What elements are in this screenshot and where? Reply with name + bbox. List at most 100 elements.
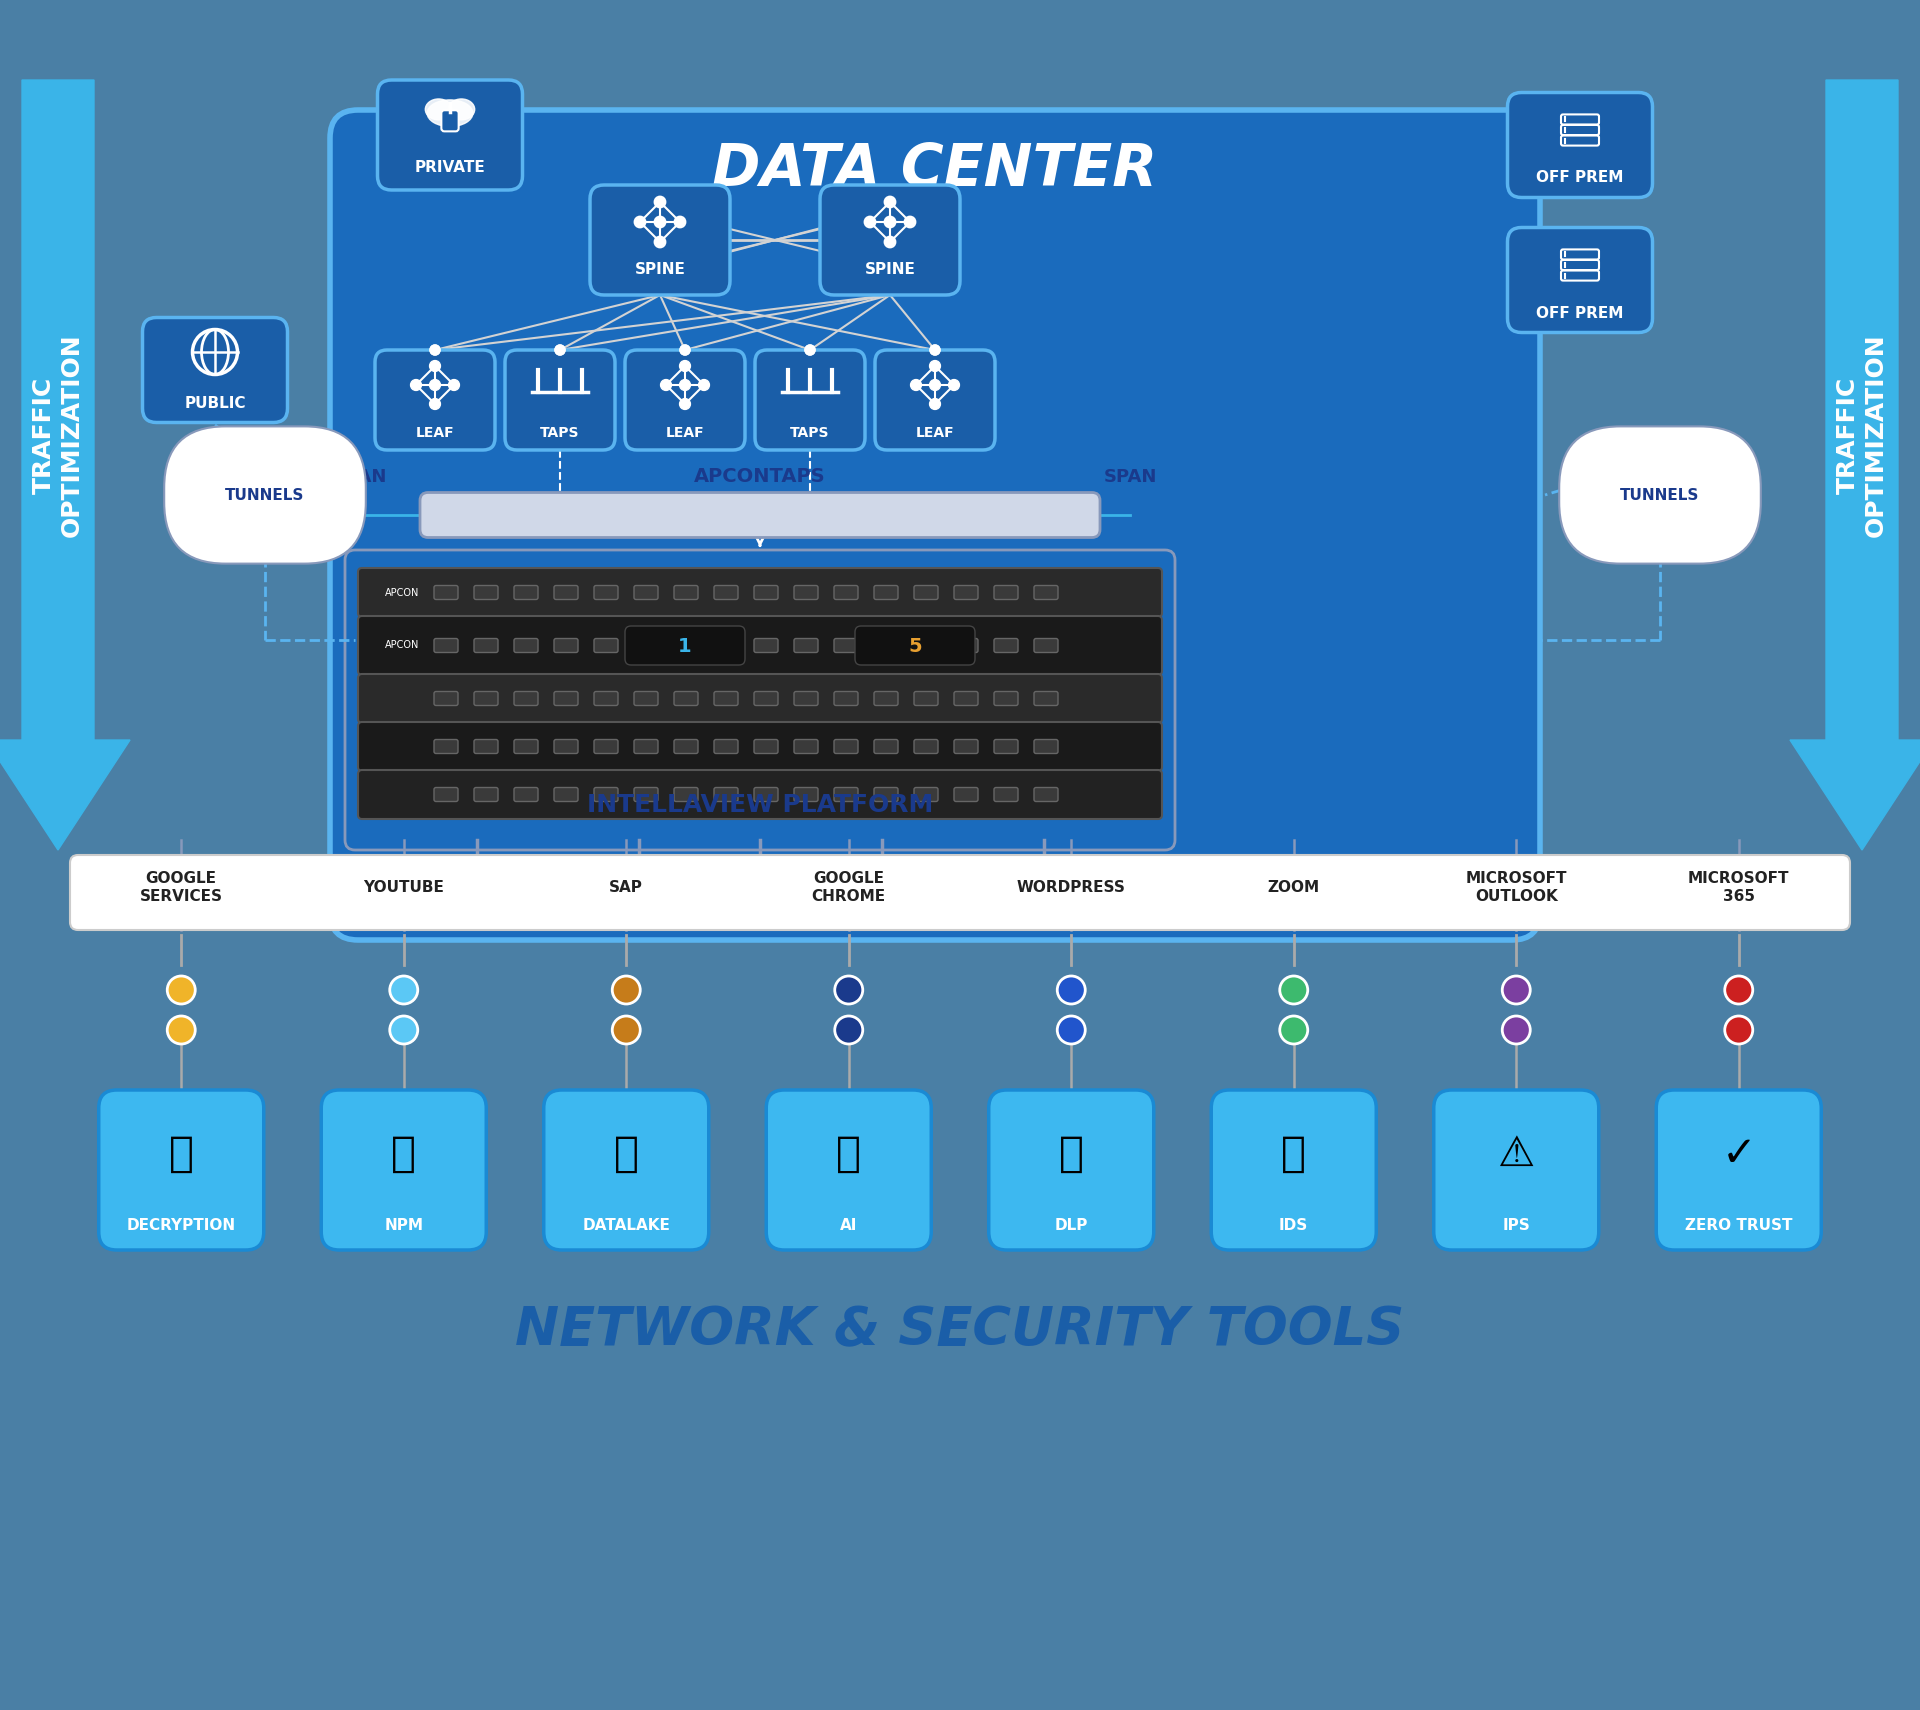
FancyBboxPatch shape bbox=[914, 691, 939, 706]
FancyBboxPatch shape bbox=[434, 788, 459, 802]
FancyBboxPatch shape bbox=[634, 739, 659, 754]
Text: GOOGLE
CHROME: GOOGLE CHROME bbox=[812, 870, 885, 905]
Text: AI: AI bbox=[841, 1219, 858, 1233]
Circle shape bbox=[390, 976, 419, 1004]
FancyBboxPatch shape bbox=[330, 109, 1540, 940]
Circle shape bbox=[430, 345, 440, 356]
Text: TUNNELS: TUNNELS bbox=[225, 487, 305, 503]
Text: INTELLAVIEW PLATFORM: INTELLAVIEW PLATFORM bbox=[588, 793, 933, 817]
FancyBboxPatch shape bbox=[995, 788, 1018, 802]
FancyBboxPatch shape bbox=[1657, 1089, 1822, 1250]
FancyBboxPatch shape bbox=[474, 788, 497, 802]
Circle shape bbox=[929, 361, 941, 371]
FancyBboxPatch shape bbox=[357, 568, 1162, 617]
Text: SPINE: SPINE bbox=[864, 263, 916, 277]
Text: LEAF: LEAF bbox=[417, 426, 455, 439]
FancyBboxPatch shape bbox=[795, 585, 818, 600]
Text: MICROSOFT
365: MICROSOFT 365 bbox=[1688, 870, 1789, 905]
Circle shape bbox=[885, 236, 897, 248]
FancyBboxPatch shape bbox=[474, 638, 497, 653]
FancyBboxPatch shape bbox=[1434, 1089, 1599, 1250]
FancyBboxPatch shape bbox=[876, 351, 995, 450]
FancyBboxPatch shape bbox=[515, 638, 538, 653]
Circle shape bbox=[864, 215, 876, 227]
Circle shape bbox=[612, 1016, 639, 1045]
Text: SPAN: SPAN bbox=[1104, 469, 1156, 486]
FancyBboxPatch shape bbox=[357, 674, 1162, 723]
FancyBboxPatch shape bbox=[555, 585, 578, 600]
FancyBboxPatch shape bbox=[820, 185, 960, 296]
FancyBboxPatch shape bbox=[674, 691, 699, 706]
FancyBboxPatch shape bbox=[1035, 691, 1058, 706]
Text: PRIVATE: PRIVATE bbox=[415, 161, 486, 176]
FancyBboxPatch shape bbox=[854, 626, 975, 665]
Circle shape bbox=[904, 215, 916, 227]
Circle shape bbox=[555, 345, 564, 356]
FancyBboxPatch shape bbox=[1035, 638, 1058, 653]
Circle shape bbox=[655, 215, 666, 227]
FancyBboxPatch shape bbox=[755, 585, 778, 600]
Circle shape bbox=[885, 215, 897, 227]
FancyBboxPatch shape bbox=[995, 739, 1018, 754]
Circle shape bbox=[449, 380, 459, 390]
Text: ✓: ✓ bbox=[1722, 1134, 1757, 1175]
Circle shape bbox=[929, 345, 941, 356]
FancyBboxPatch shape bbox=[1507, 227, 1653, 332]
FancyBboxPatch shape bbox=[555, 788, 578, 802]
Circle shape bbox=[430, 345, 440, 356]
Circle shape bbox=[167, 1016, 196, 1045]
FancyBboxPatch shape bbox=[954, 638, 977, 653]
Circle shape bbox=[1281, 1016, 1308, 1045]
FancyBboxPatch shape bbox=[515, 739, 538, 754]
Circle shape bbox=[835, 976, 862, 1004]
FancyBboxPatch shape bbox=[634, 585, 659, 600]
Circle shape bbox=[634, 215, 645, 227]
FancyBboxPatch shape bbox=[995, 638, 1018, 653]
FancyBboxPatch shape bbox=[833, 739, 858, 754]
Text: GOOGLE
SERVICES: GOOGLE SERVICES bbox=[140, 870, 223, 905]
Text: OFF PREM: OFF PREM bbox=[1536, 171, 1624, 185]
Ellipse shape bbox=[426, 99, 451, 120]
FancyBboxPatch shape bbox=[634, 691, 659, 706]
Circle shape bbox=[660, 380, 672, 390]
FancyBboxPatch shape bbox=[833, 585, 858, 600]
Ellipse shape bbox=[426, 99, 472, 127]
Circle shape bbox=[1724, 976, 1753, 1004]
Circle shape bbox=[835, 1016, 862, 1045]
Text: TAPS: TAPS bbox=[791, 426, 829, 439]
FancyBboxPatch shape bbox=[954, 585, 977, 600]
FancyBboxPatch shape bbox=[755, 739, 778, 754]
FancyBboxPatch shape bbox=[626, 351, 745, 450]
FancyBboxPatch shape bbox=[795, 788, 818, 802]
Text: PUBLIC: PUBLIC bbox=[184, 395, 246, 410]
Text: 1: 1 bbox=[678, 636, 691, 655]
Circle shape bbox=[167, 976, 196, 1004]
FancyBboxPatch shape bbox=[755, 351, 866, 450]
FancyBboxPatch shape bbox=[634, 788, 659, 802]
FancyBboxPatch shape bbox=[874, 739, 899, 754]
Circle shape bbox=[680, 380, 691, 390]
Circle shape bbox=[555, 345, 564, 356]
FancyBboxPatch shape bbox=[795, 638, 818, 653]
Text: TRAFFIC
OPTIMIZATION: TRAFFIC OPTIMIZATION bbox=[33, 333, 84, 537]
FancyBboxPatch shape bbox=[434, 638, 459, 653]
Circle shape bbox=[929, 345, 941, 356]
FancyBboxPatch shape bbox=[833, 691, 858, 706]
Circle shape bbox=[804, 345, 814, 356]
Text: NETWORK & SECURITY TOOLS: NETWORK & SECURITY TOOLS bbox=[515, 1305, 1405, 1356]
FancyBboxPatch shape bbox=[995, 691, 1018, 706]
FancyBboxPatch shape bbox=[674, 585, 699, 600]
FancyBboxPatch shape bbox=[714, 638, 737, 653]
FancyBboxPatch shape bbox=[954, 788, 977, 802]
Text: LEAF: LEAF bbox=[916, 426, 954, 439]
Text: OFF PREM: OFF PREM bbox=[1536, 306, 1624, 320]
FancyBboxPatch shape bbox=[474, 585, 497, 600]
Circle shape bbox=[612, 976, 639, 1004]
Polygon shape bbox=[1789, 80, 1920, 850]
Circle shape bbox=[1058, 976, 1085, 1004]
FancyBboxPatch shape bbox=[593, 585, 618, 600]
FancyBboxPatch shape bbox=[357, 722, 1162, 771]
Text: TUNNELS: TUNNELS bbox=[1620, 487, 1699, 503]
Text: TRAFFIC
OPTIMIZATION: TRAFFIC OPTIMIZATION bbox=[1836, 333, 1887, 537]
FancyBboxPatch shape bbox=[1507, 92, 1653, 197]
